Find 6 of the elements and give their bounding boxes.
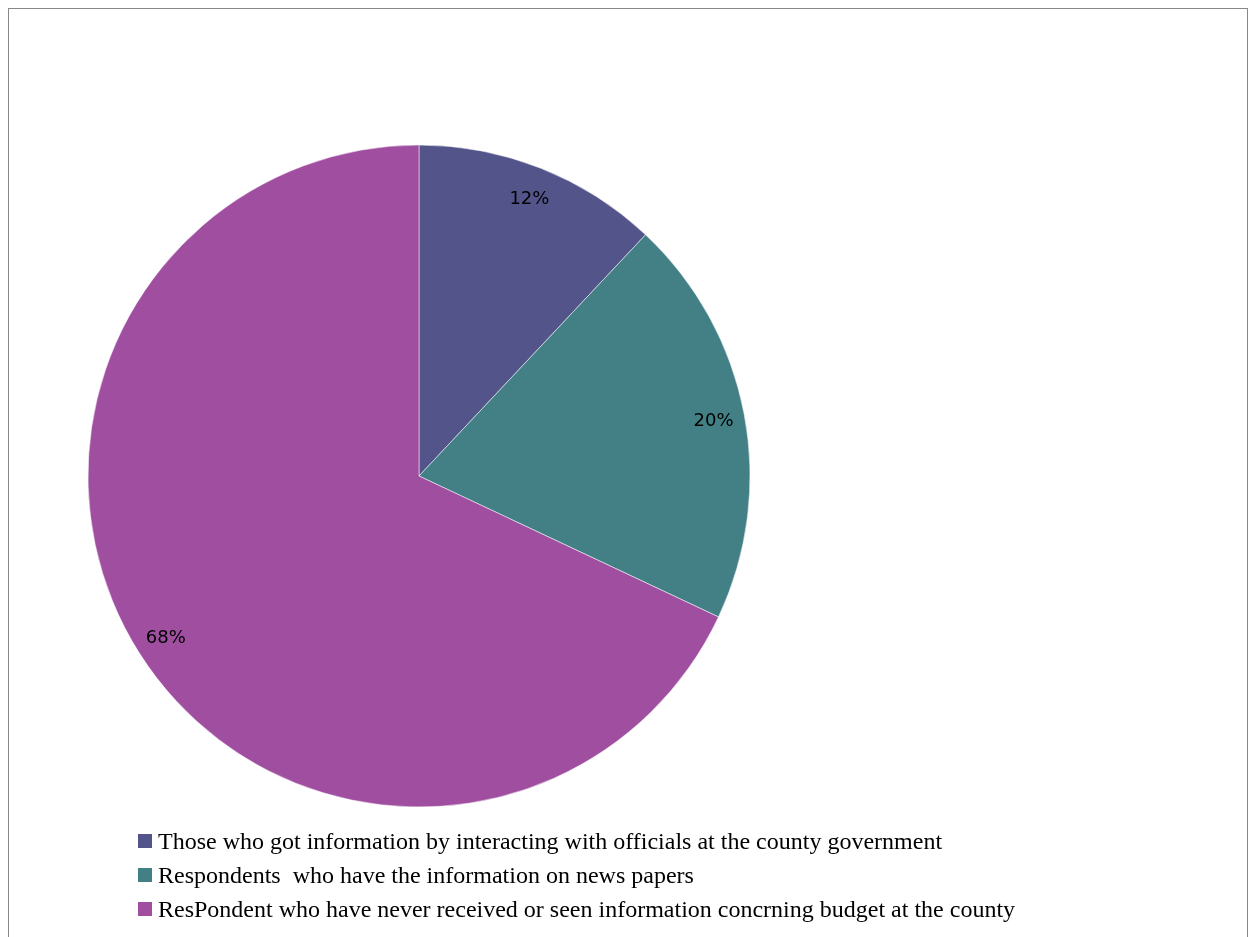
data-label: 20% [693,409,734,431]
data-label: 12% [509,186,550,208]
data-label: 68% [145,626,186,648]
legend-label: Those who got information by interacting with officials at the county government [158,828,943,854]
legend-label: ResPondent who have never received or seen information concrning budget at the county [158,896,1016,922]
legend-label: Respondents who have the information on news papers [158,862,694,888]
